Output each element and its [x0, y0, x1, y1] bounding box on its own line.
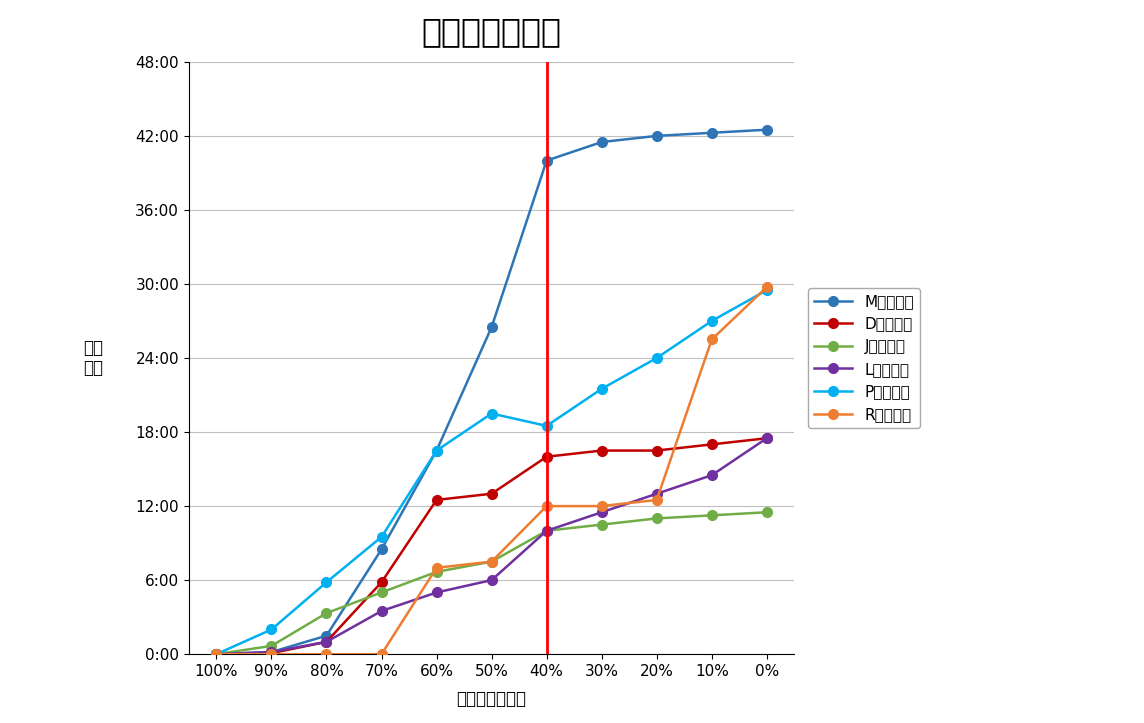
M社モデル — [705, 129, 718, 137]
R社モデル — [705, 335, 718, 344]
R社モデル — [264, 650, 278, 659]
P社モデル — [485, 409, 499, 418]
D社モデル — [540, 453, 554, 461]
Line: M社モデル: M社モデル — [212, 125, 772, 659]
R社モデル — [650, 495, 664, 504]
J社モデル — [705, 511, 718, 520]
M社モデル — [485, 322, 499, 331]
J社モデル — [760, 508, 773, 517]
J社モデル — [209, 650, 223, 659]
R社モデル — [540, 502, 554, 510]
J社モデル — [430, 568, 444, 576]
P社モデル — [430, 446, 444, 455]
J社モデル — [319, 609, 333, 617]
L社モデル — [595, 508, 609, 517]
P社モデル — [650, 354, 664, 362]
D社モデル — [705, 440, 718, 449]
X-axis label: バッテリー残量: バッテリー残量 — [456, 690, 526, 708]
J社モデル — [375, 588, 389, 596]
R社モデル — [485, 557, 499, 566]
J社モデル — [485, 557, 499, 566]
J社モデル — [264, 641, 278, 650]
M社モデル — [209, 650, 223, 659]
Title: 累計使用推移図: 累計使用推移図 — [422, 15, 562, 48]
Line: D社モデル: D社モデル — [212, 433, 772, 659]
Line: J社モデル: J社モデル — [212, 508, 772, 659]
L社モデル — [540, 526, 554, 535]
Legend: M社モデル, D社モデル, J社モデル, L社モデル, P社モデル, R社モデル: M社モデル, D社モデル, J社モデル, L社モデル, P社モデル, R社モデル — [808, 288, 920, 428]
L社モデル — [485, 576, 499, 584]
L社モデル — [650, 489, 664, 498]
Line: L社モデル: L社モデル — [212, 433, 772, 659]
M社モデル — [540, 156, 554, 165]
P社モデル — [319, 578, 333, 586]
J社モデル — [540, 526, 554, 535]
P社モデル — [209, 650, 223, 659]
Line: P社モデル: P社モデル — [212, 286, 772, 659]
Y-axis label: 使用
時間: 使用 時間 — [84, 338, 104, 377]
R社モデル — [319, 650, 333, 659]
D社モデル — [595, 446, 609, 455]
P社モデル — [375, 533, 389, 542]
D社モデル — [650, 446, 664, 455]
D社モデル — [375, 578, 389, 586]
L社モデル — [375, 607, 389, 615]
D社モデル — [319, 638, 333, 646]
L社モデル — [705, 471, 718, 479]
L社モデル — [209, 650, 223, 659]
R社モデル — [430, 563, 444, 572]
L社モデル — [264, 648, 278, 656]
M社モデル — [650, 132, 664, 140]
D社モデル — [760, 434, 773, 442]
P社モデル — [595, 385, 609, 393]
M社モデル — [319, 631, 333, 640]
L社モデル — [430, 588, 444, 596]
M社モデル — [375, 545, 389, 554]
L社モデル — [760, 434, 773, 442]
D社モデル — [485, 489, 499, 498]
P社モデル — [760, 286, 773, 294]
Line: R社モデル: R社モデル — [212, 282, 772, 659]
R社モデル — [209, 650, 223, 659]
P社モデル — [540, 422, 554, 430]
M社モデル — [595, 137, 609, 146]
J社モデル — [650, 514, 664, 523]
L社モデル — [319, 638, 333, 646]
R社モデル — [375, 650, 389, 659]
D社モデル — [430, 495, 444, 504]
M社モデル — [264, 648, 278, 656]
D社モデル — [209, 650, 223, 659]
J社モデル — [595, 521, 609, 529]
D社モデル — [264, 649, 278, 657]
R社モデル — [595, 502, 609, 510]
M社モデル — [430, 446, 444, 455]
M社モデル — [760, 125, 773, 134]
P社モデル — [705, 317, 718, 325]
R社モデル — [760, 283, 773, 291]
P社モデル — [264, 625, 278, 634]
